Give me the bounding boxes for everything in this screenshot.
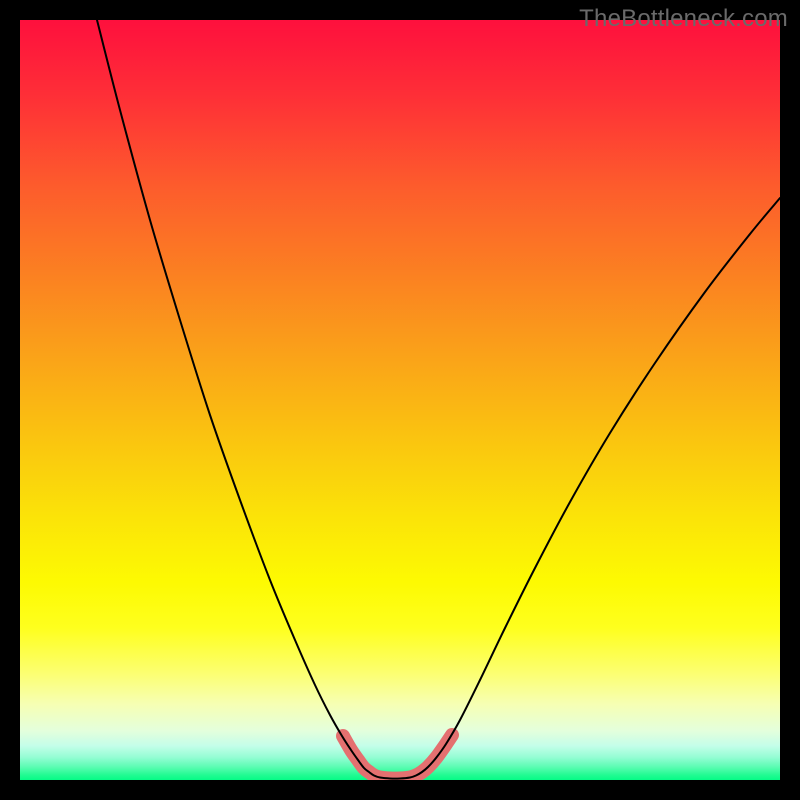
plot-area [20, 20, 780, 780]
watermark-label: TheBottleneck.com [579, 5, 788, 33]
bottleneck-curve [97, 20, 780, 779]
bottleneck-highlight [343, 735, 452, 779]
curve-layer [20, 20, 780, 780]
chart-frame: TheBottleneck.com [0, 0, 800, 800]
